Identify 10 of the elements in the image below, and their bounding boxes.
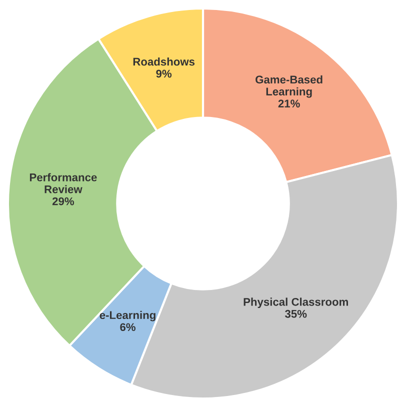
slice-label: Performance Review <box>30 173 97 194</box>
slice-label: Physical Classroom <box>244 298 348 308</box>
data-label: 35% <box>285 310 307 318</box>
data-label: 29% <box>52 197 74 206</box>
data-label: 6% <box>120 323 136 332</box>
data-label: 9% <box>156 70 172 78</box>
slice-label: Game-Based Learning <box>256 75 322 98</box>
data-label: 21% <box>278 100 300 108</box>
slice-label: e-Learning <box>100 310 156 322</box>
slice-label: Roadshows <box>133 57 195 66</box>
